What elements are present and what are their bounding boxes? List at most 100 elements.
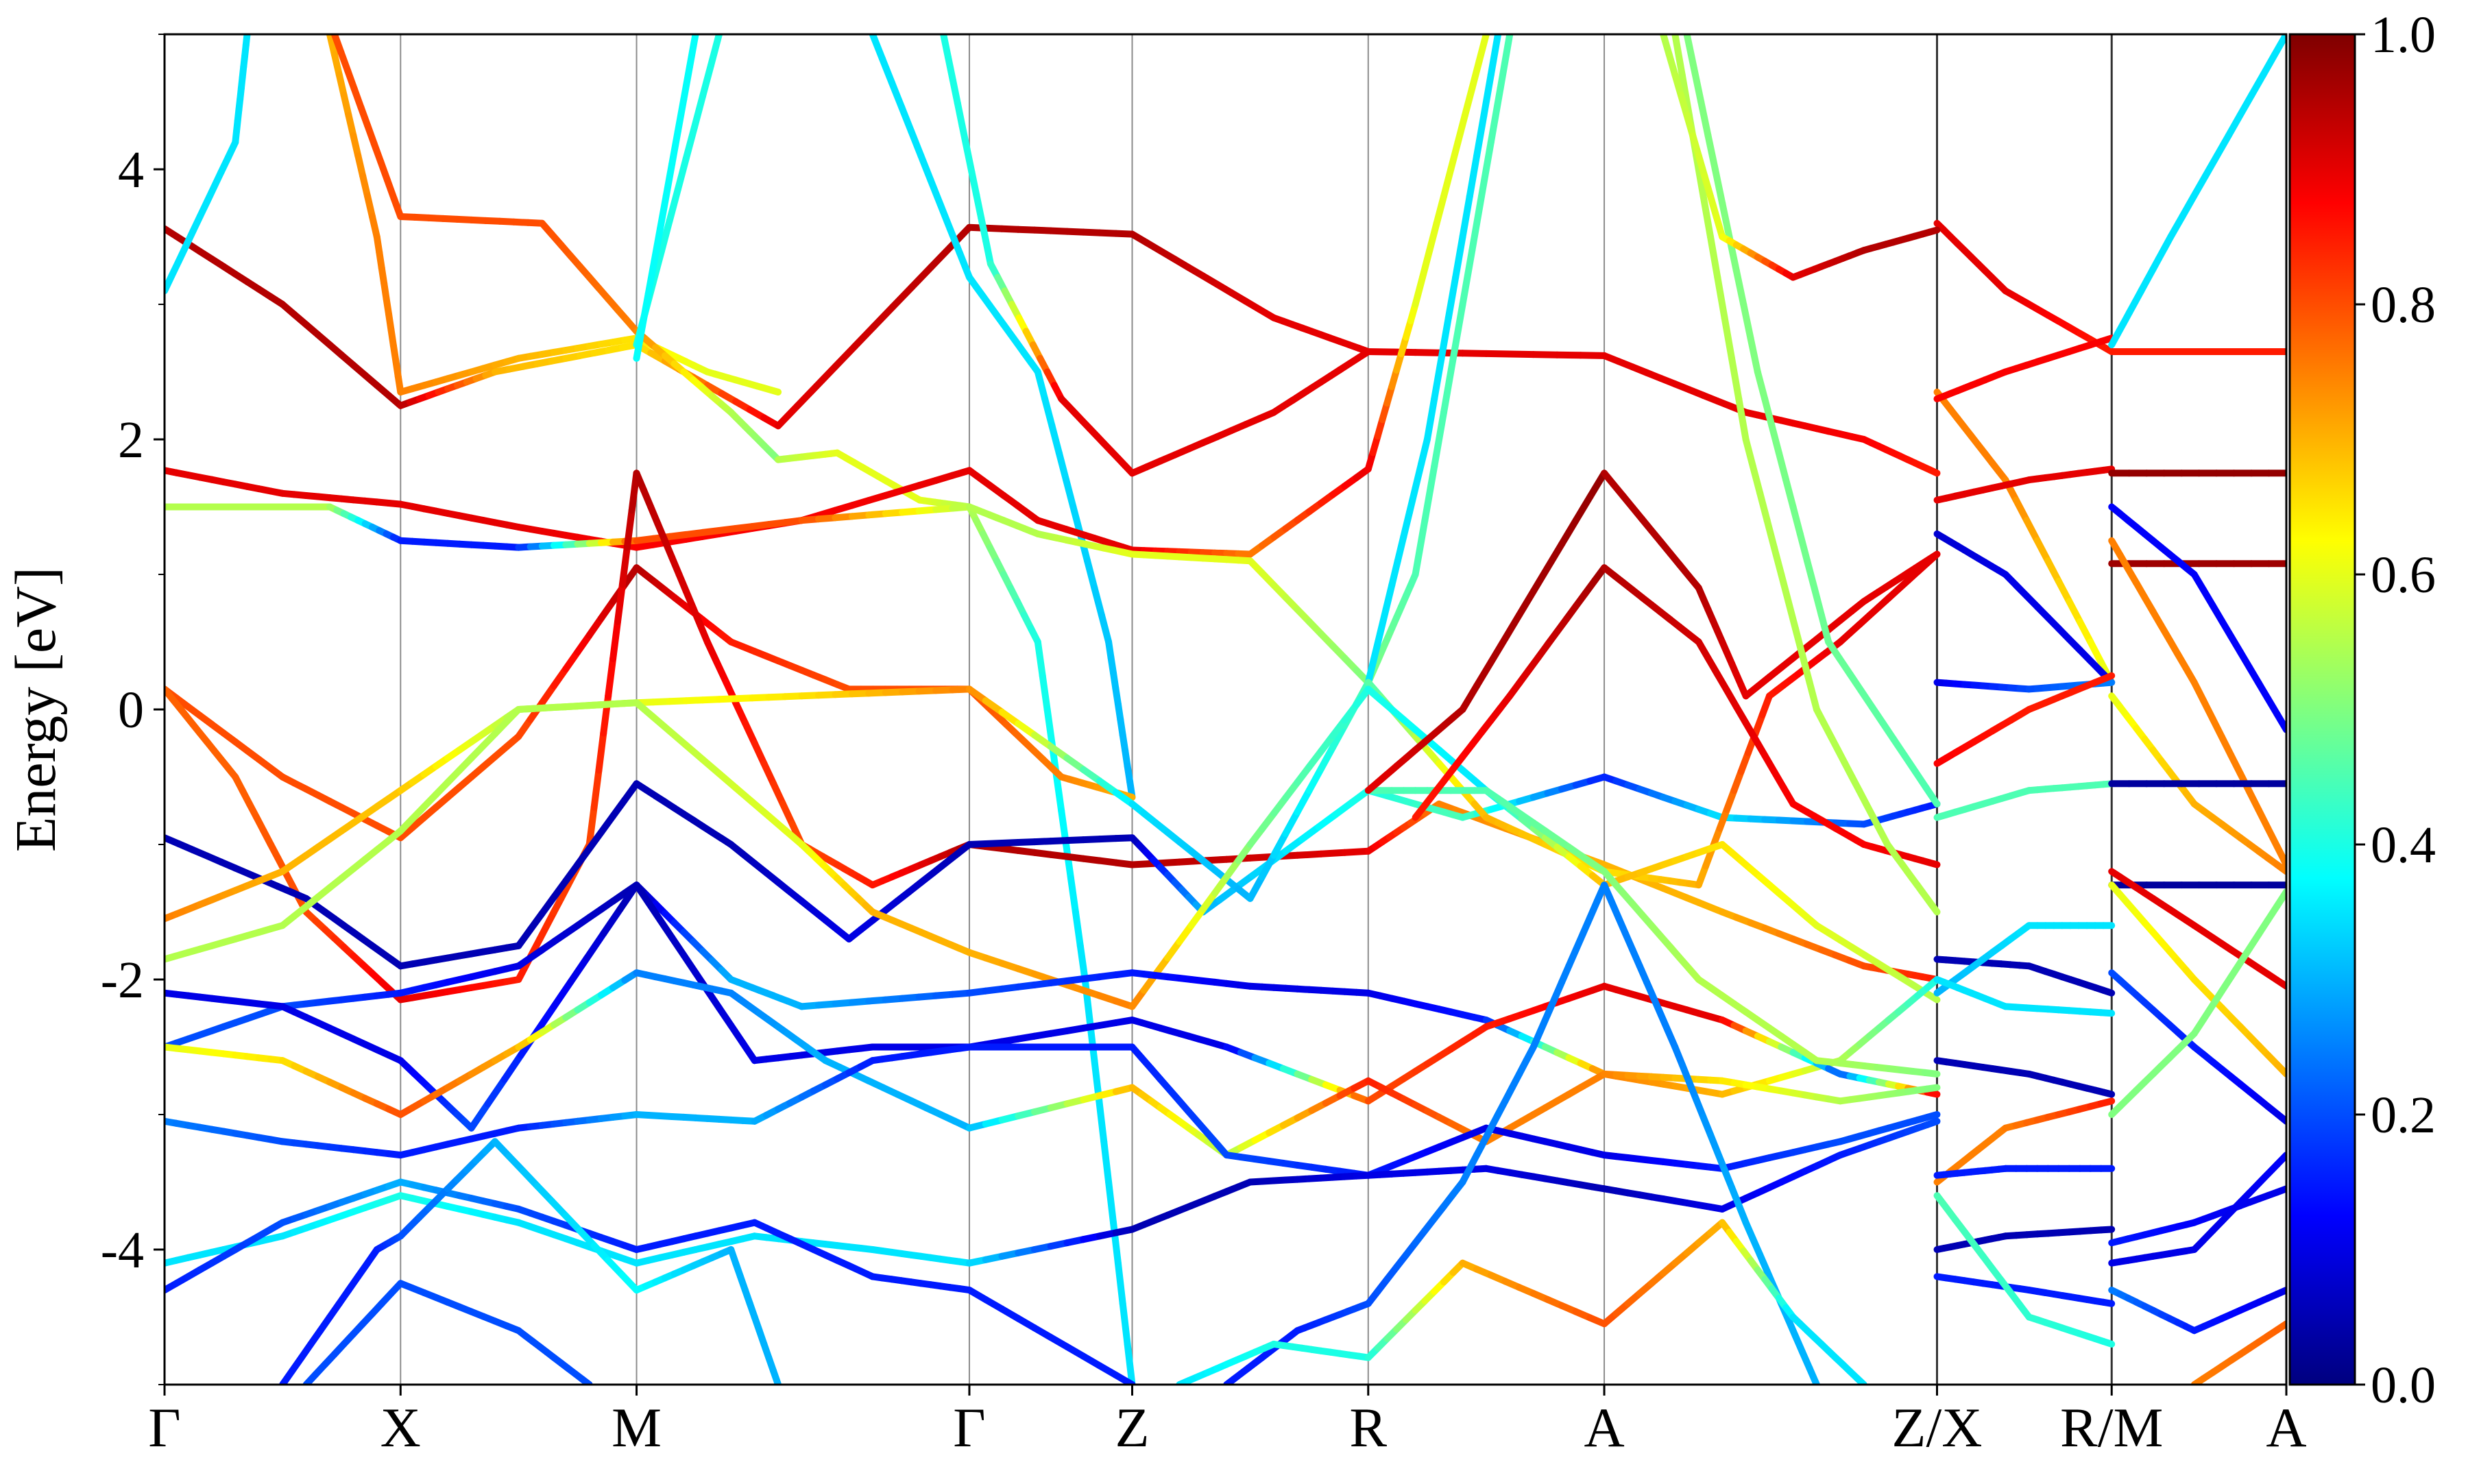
band-segment — [1270, 830, 1290, 859]
band-segment — [533, 1003, 557, 1034]
band-segment — [1039, 672, 1051, 713]
band-line — [1933, 679, 2116, 693]
band-segment — [1034, 368, 1049, 402]
band-segment — [2033, 537, 2052, 565]
band-segment — [1388, 557, 1401, 589]
band-line — [1933, 672, 2116, 767]
band-segment — [1400, 509, 1413, 540]
band-segment — [1697, 98, 1712, 139]
band-segment — [1740, 301, 1754, 342]
band-segment — [364, 193, 376, 220]
band-segment — [330, 51, 343, 79]
band-line — [1364, 787, 1941, 1078]
band-segment — [1041, 395, 1056, 430]
band-segment — [1497, 34, 1514, 92]
band-segment — [2100, 986, 2116, 997]
band-segment — [869, 34, 886, 62]
band-segment — [340, 91, 352, 119]
band-segment — [633, 699, 657, 720]
band-segment — [682, 742, 706, 763]
band-line — [165, 881, 1941, 1132]
band-segment — [1754, 368, 1769, 402]
band-segment — [956, 250, 973, 281]
band-segment — [1506, 350, 1537, 358]
band-segment — [751, 740, 768, 767]
band-segment — [1707, 193, 1720, 220]
band-segment — [2225, 112, 2244, 139]
band-segment — [958, 123, 971, 153]
band-segment — [917, 152, 934, 184]
band-segment — [1459, 682, 1481, 713]
band-segment — [927, 176, 944, 208]
band-line — [165, 773, 1941, 970]
band-segment — [623, 507, 636, 551]
band-segment — [1459, 193, 1473, 241]
band-segment — [1926, 226, 1941, 236]
band-segment — [1817, 611, 1832, 646]
y-tick-label: 0 — [118, 681, 144, 739]
band-segment — [1072, 908, 1084, 949]
band-segment — [946, 225, 963, 257]
y-tick-label: -2 — [101, 951, 144, 1009]
band-segment — [732, 784, 756, 805]
band-segment — [1785, 598, 1799, 632]
band-segment — [1124, 1340, 1136, 1385]
band-segment — [1701, 172, 1714, 200]
band-line — [165, 34, 1514, 686]
band-segment — [1728, 354, 1743, 402]
band-segment — [1756, 489, 1771, 524]
kpoint-label: A — [1584, 1396, 1624, 1459]
band-segment — [1689, 132, 1702, 160]
band-segment — [590, 766, 603, 811]
band-line — [165, 1178, 1136, 1385]
band-segment — [1246, 873, 1266, 902]
band-segment — [1364, 655, 1378, 686]
band-segment — [1747, 334, 1761, 376]
band-segment — [1294, 787, 1313, 816]
band-segment — [760, 759, 777, 788]
band-segment — [936, 201, 954, 232]
band-segment — [1806, 1365, 1820, 1385]
band-segment — [732, 699, 749, 727]
band-segment — [1660, 34, 1673, 58]
band-segment — [812, 363, 839, 390]
band-segment — [1043, 706, 1056, 747]
band-segment — [2273, 1287, 2286, 1298]
band-segment — [1926, 550, 1941, 563]
band-segment — [567, 954, 591, 986]
band-segment — [2097, 1097, 2116, 1108]
band-segment — [690, 93, 706, 131]
colorbar-tick-label: 0.0 — [2371, 1357, 2436, 1414]
colorbar-tick-label: 0.6 — [2371, 546, 2436, 604]
band-segment — [1924, 1088, 1941, 1098]
band-segment — [1444, 273, 1460, 321]
band-segment — [1048, 422, 1063, 457]
band-segment — [1394, 533, 1407, 565]
band-segment — [1364, 779, 1381, 794]
colorbar-tick-label: 0.8 — [2371, 276, 2436, 334]
band-line — [2108, 1152, 2286, 1267]
band-segment — [680, 951, 699, 977]
band-segment — [1478, 138, 1495, 200]
band-line — [1933, 956, 2116, 997]
band-segment — [1431, 409, 1447, 470]
band-segment — [1671, 34, 1686, 79]
band-segment — [1423, 395, 1438, 443]
band-segment — [350, 132, 362, 160]
kpoint-label: Γ — [148, 1396, 180, 1459]
band-segment — [1119, 1300, 1131, 1348]
band-segment — [716, 1004, 735, 1029]
band-segment — [1466, 152, 1481, 200]
band-line — [165, 1043, 1941, 1179]
band-segment — [2066, 598, 2083, 625]
band-segment — [668, 934, 688, 959]
band-segment — [354, 152, 367, 180]
band-segment — [2273, 1320, 2286, 1334]
band-segment — [1699, 193, 1714, 241]
band-segment — [1459, 247, 1476, 308]
band-segment — [779, 800, 796, 828]
band-segment — [1114, 1259, 1126, 1307]
band-segment — [1796, 530, 1811, 565]
band-segment — [1440, 354, 1457, 416]
